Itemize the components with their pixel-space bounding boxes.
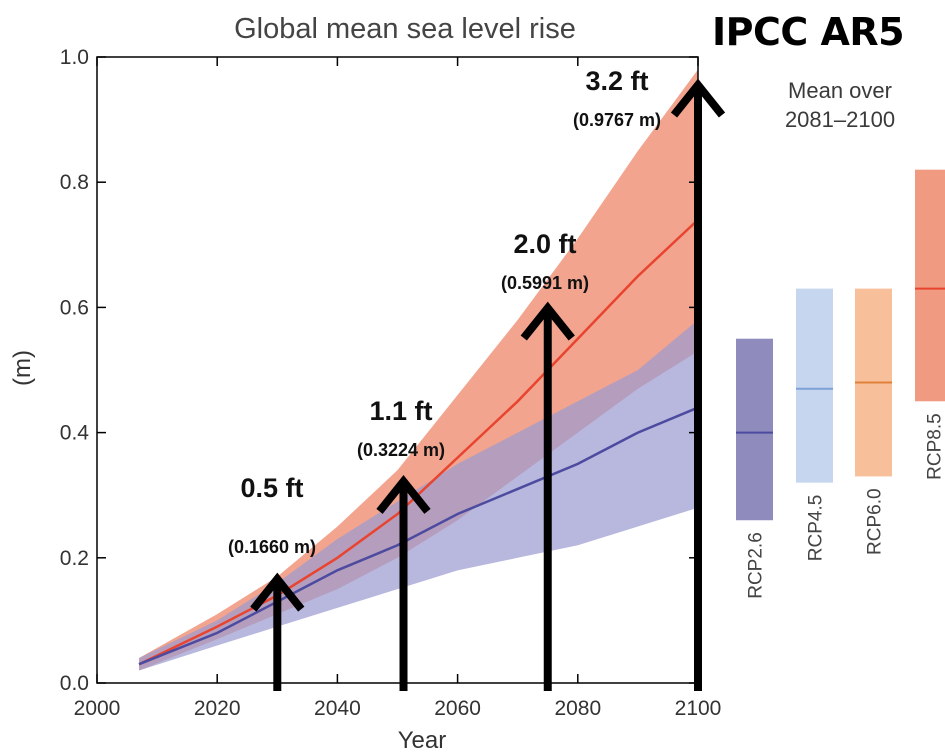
mean-line-rcp8.5: [138, 218, 699, 666]
side-panel-title-line1: Mean over: [788, 78, 892, 103]
side-bar-rcp4.5: [796, 288, 833, 483]
x-tick-label: 2100: [675, 697, 722, 720]
side-bar-label: RCP4.5: [806, 495, 827, 562]
mean-line-rcp2.6: [138, 406, 699, 666]
side-bar-label: RCP6.0: [865, 488, 886, 555]
arrow-head: [670, 78, 726, 118]
annotation-meters: (0.9767 m): [573, 110, 661, 130]
y-tick-label: 1.0: [60, 46, 89, 69]
ipcc-ar5-badge: IPCC AR5: [712, 10, 905, 54]
arrow-head: [520, 301, 575, 341]
annotation-meters: (0.1660 m): [228, 537, 316, 557]
annotation-feet: 2.0 ft: [513, 229, 576, 259]
side-bar-rcp2.6: [736, 338, 773, 521]
chart-title: Global mean sea level rise: [234, 13, 576, 45]
annotation-feet: 1.1 ft: [369, 396, 432, 426]
side-panel-title: Mean over 2081–2100: [760, 76, 920, 134]
band-rcp8.5: [139, 69, 698, 671]
annotation-feet: 0.5 ft: [240, 473, 303, 503]
side-bar-label: RCP8.5: [925, 413, 945, 480]
y-tick-label: 0.2: [60, 547, 89, 570]
arrow-head: [376, 475, 431, 514]
side-bar-rcp8.5: [915, 169, 945, 402]
annotation-meters: (0.5991 m): [501, 273, 589, 293]
x-axis-label: Year: [398, 727, 447, 752]
x-tick-label: 2080: [554, 697, 601, 720]
arrow-head: [250, 572, 305, 612]
side-bar-label: RCP2.6: [746, 532, 767, 599]
annotation-feet: 3.2 ft: [585, 66, 648, 96]
x-tick-label: 2020: [194, 697, 241, 720]
side-panel-title-line2: 2081–2100: [784, 107, 896, 132]
y-tick-label: 0.4: [60, 422, 90, 445]
y-tick-label: 0.0: [60, 672, 89, 695]
annotation-meters: (0.3224 m): [357, 440, 445, 460]
y-tick-label: 0.8: [60, 171, 89, 194]
y-tick-label: 0.6: [60, 296, 89, 319]
x-tick-label: 2060: [434, 697, 481, 720]
x-tick-label: 2040: [314, 697, 361, 720]
x-tick-label: 2000: [74, 697, 121, 720]
y-axis-label: (m): [9, 350, 36, 386]
